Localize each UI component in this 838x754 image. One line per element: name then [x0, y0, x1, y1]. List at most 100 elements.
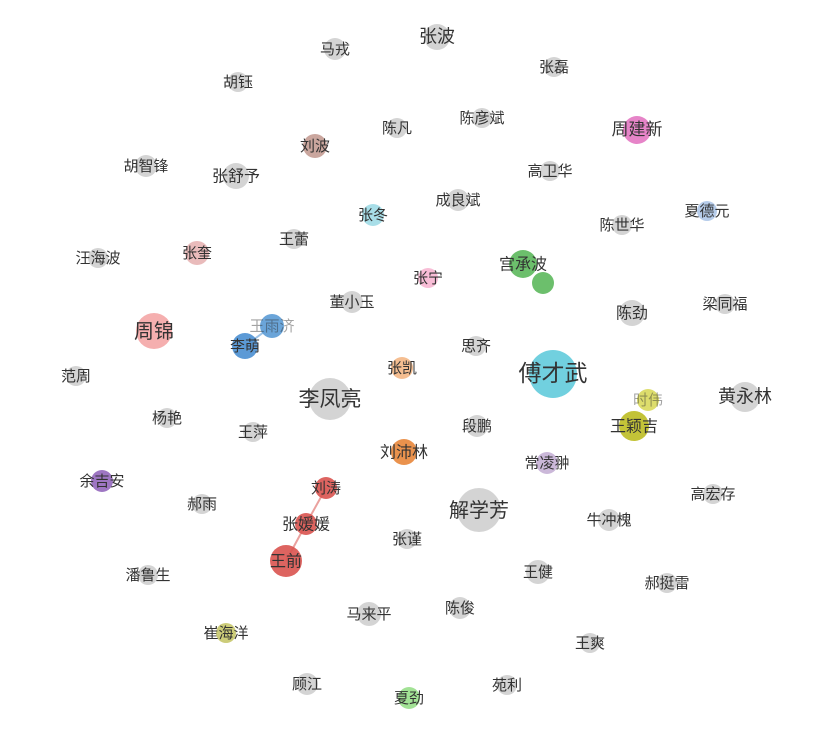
- node-29-label: 范周: [61, 367, 91, 385]
- node-51-circle[interactable]: [357, 602, 381, 626]
- node-44-circle[interactable]: [598, 509, 620, 531]
- node-24-label: 王雨济: [249, 317, 294, 335]
- node-45-label: 张媛媛: [282, 515, 330, 534]
- node-57-circle[interactable]: [497, 675, 517, 695]
- node-17-circle[interactable]: [284, 229, 304, 249]
- node-11-label: 张冬: [358, 206, 388, 224]
- node-2-label: 胡钰: [223, 73, 253, 91]
- node-48-circle[interactable]: [526, 560, 550, 584]
- node-13-label: 陈世华: [599, 216, 644, 234]
- node-8-circle[interactable]: [135, 155, 157, 177]
- node-5-label: 陈彦斌: [459, 109, 504, 127]
- node-14-circle[interactable]: [697, 201, 717, 221]
- node-53-circle[interactable]: [216, 623, 236, 643]
- node-5-circle[interactable]: [472, 108, 492, 128]
- node-41-circle[interactable]: [703, 484, 723, 504]
- node-47-circle[interactable]: [270, 545, 302, 577]
- node-30-label: 李凤亮: [299, 387, 362, 411]
- node-12-label: 成良斌: [435, 191, 480, 209]
- node-31-label: 时伟: [633, 391, 663, 409]
- node-0-circle[interactable]: [324, 38, 346, 60]
- node-27-circle[interactable]: [391, 357, 413, 379]
- node-15-circle[interactable]: [88, 248, 108, 268]
- node-37-label: 刘沛林: [380, 443, 428, 462]
- node-42-label: 郝雨: [187, 495, 217, 513]
- node-22-circle[interactable]: [619, 300, 645, 326]
- node-30-circle[interactable]: [309, 378, 351, 420]
- node-7-circle[interactable]: [303, 134, 327, 158]
- node-34-circle[interactable]: [466, 415, 488, 437]
- node-19-label: 张宁: [413, 269, 443, 287]
- node-8-label: 胡智锋: [123, 157, 168, 175]
- node-35-circle[interactable]: [619, 411, 649, 441]
- node-46-circle[interactable]: [397, 529, 417, 549]
- node-51-label: 马来平: [346, 605, 391, 623]
- node-6-circle[interactable]: [623, 116, 651, 144]
- node-13-circle[interactable]: [612, 215, 632, 235]
- node-19-circle[interactable]: [418, 268, 438, 288]
- node-18-circle[interactable]: [509, 250, 537, 278]
- node-16-label: 张奎: [182, 244, 212, 262]
- node-22-label: 陈劲: [616, 304, 648, 323]
- node-37-circle[interactable]: [391, 439, 417, 465]
- node-43-label: 解学芳: [449, 498, 509, 522]
- node-12-circle[interactable]: [447, 189, 469, 211]
- node-14-label: 夏德元: [684, 202, 729, 220]
- node-45-circle[interactable]: [295, 513, 317, 535]
- node-10-circle[interactable]: [540, 161, 560, 181]
- node-16-circle[interactable]: [185, 241, 209, 265]
- node-6-label: 周建新: [612, 120, 663, 140]
- node-47-label: 王前: [270, 552, 302, 571]
- node-7-label: 刘波: [300, 137, 330, 155]
- node-21-label: 梁同福: [702, 295, 747, 313]
- node-25-circle[interactable]: [232, 333, 258, 359]
- node-unlabeled-58-circle[interactable]: [532, 272, 554, 294]
- node-2-circle[interactable]: [228, 72, 248, 92]
- node-33-circle[interactable]: [157, 408, 177, 428]
- node-38-label: 常凌翀: [524, 454, 569, 472]
- node-56-label: 夏劲: [394, 689, 424, 707]
- node-9-circle[interactable]: [223, 163, 249, 189]
- node-23-circle[interactable]: [136, 313, 172, 349]
- node-26-circle[interactable]: [466, 336, 486, 356]
- node-36-circle[interactable]: [243, 422, 263, 442]
- node-20-label: 董小玉: [329, 293, 374, 311]
- node-46-label: 张谨: [392, 530, 422, 548]
- node-57-label: 苑利: [492, 676, 522, 694]
- node-50-circle[interactable]: [657, 573, 677, 593]
- node-55-circle[interactable]: [296, 673, 318, 695]
- node-28-label: 傅才武: [519, 361, 588, 387]
- node-50-label: 郝挺雷: [644, 574, 689, 592]
- node-21-circle[interactable]: [715, 294, 735, 314]
- node-53-label: 崔海洋: [203, 624, 248, 642]
- node-11-circle[interactable]: [362, 204, 384, 226]
- node-40-circle[interactable]: [315, 477, 337, 499]
- node-3-circle[interactable]: [544, 57, 564, 77]
- node-31-circle[interactable]: [637, 389, 659, 411]
- node-4-circle[interactable]: [387, 118, 407, 138]
- node-54-circle[interactable]: [580, 633, 600, 653]
- node-9-label: 张舒予: [212, 167, 260, 186]
- node-38-circle[interactable]: [536, 452, 558, 474]
- node-49-circle[interactable]: [138, 565, 158, 585]
- node-28-circle[interactable]: [529, 350, 577, 398]
- node-42-circle[interactable]: [192, 494, 212, 514]
- node-43-circle[interactable]: [457, 488, 501, 532]
- node-33-label: 杨艳: [152, 409, 182, 427]
- node-20-circle[interactable]: [341, 291, 363, 313]
- node-1-circle[interactable]: [424, 24, 450, 50]
- node-29-circle[interactable]: [66, 366, 86, 386]
- node-32-label: 黄永林: [718, 387, 772, 408]
- node-3-label: 张磊: [539, 58, 569, 76]
- node-32-circle[interactable]: [730, 382, 760, 412]
- node-39-circle[interactable]: [91, 470, 113, 492]
- node-39-label: 余吉安: [79, 472, 124, 490]
- node-52-label: 陈俊: [445, 599, 475, 617]
- node-52-circle[interactable]: [449, 597, 471, 619]
- node-56-circle[interactable]: [398, 687, 420, 709]
- node-15-label: 汪海波: [75, 249, 120, 267]
- node-24-circle[interactable]: [260, 314, 284, 338]
- node-27-label: 张凯: [387, 359, 417, 377]
- node-0-label: 马戎: [320, 40, 350, 58]
